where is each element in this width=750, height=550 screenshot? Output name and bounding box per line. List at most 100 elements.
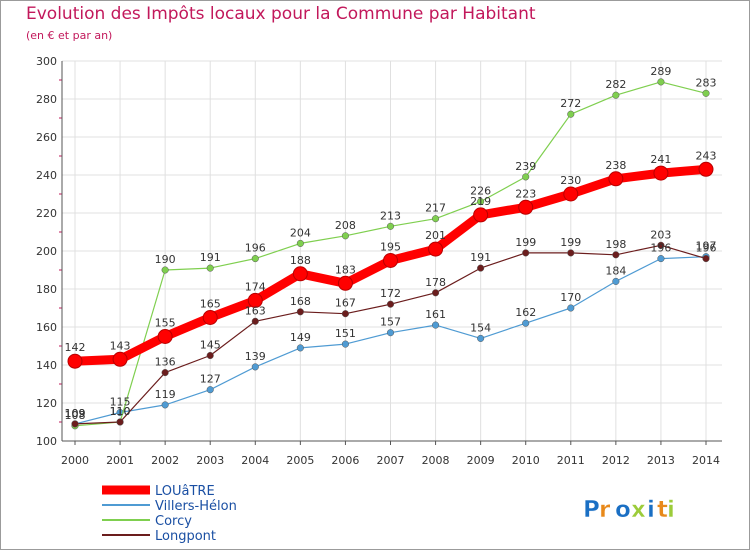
chart-title: Evolution des Impôts locaux pour la Comm… xyxy=(26,4,536,24)
data-label: 110 xyxy=(110,405,131,418)
x-tick-label: 2003 xyxy=(196,454,224,467)
data-label: 167 xyxy=(335,297,356,310)
data-label: 165 xyxy=(200,298,221,311)
x-tick-label: 2000 xyxy=(61,454,89,467)
x-tick-label: 2004 xyxy=(241,454,269,467)
data-label: 289 xyxy=(650,65,671,78)
x-tick-label: 2010 xyxy=(512,454,540,467)
data-point xyxy=(698,161,714,177)
data-point xyxy=(612,91,620,99)
y-tick-label: 140 xyxy=(36,359,57,372)
data-point xyxy=(567,304,575,312)
y-tick-label: 200 xyxy=(36,245,57,258)
x-tick-label: 2006 xyxy=(331,454,359,467)
data-point xyxy=(341,340,349,348)
data-label: 272 xyxy=(560,97,581,110)
grid-lines xyxy=(62,60,722,442)
brand-letter: i xyxy=(647,497,655,523)
data-point xyxy=(522,173,530,181)
data-label: 238 xyxy=(605,159,626,172)
data-point xyxy=(653,165,669,181)
data-label: 161 xyxy=(425,308,446,321)
x-tick-label: 2007 xyxy=(377,454,405,467)
data-point xyxy=(116,418,124,426)
x-tick-label: 2014 xyxy=(692,454,720,467)
data-label: 198 xyxy=(605,238,626,251)
data-label: 217 xyxy=(425,202,446,215)
data-point xyxy=(612,277,620,285)
data-label: 109 xyxy=(65,407,86,420)
brand-letter: r xyxy=(599,497,611,523)
data-point xyxy=(161,401,169,409)
y-tick-label: 280 xyxy=(36,93,57,106)
data-label: 196 xyxy=(650,242,671,255)
data-label: 195 xyxy=(380,241,401,254)
data-label: 230 xyxy=(560,174,581,187)
y-tick-label: 120 xyxy=(36,397,57,410)
y-tick-label: 220 xyxy=(36,207,57,220)
legend-label: LOUâTRE xyxy=(155,484,215,499)
x-tick-label: 2012 xyxy=(602,454,630,467)
y-tick-label: 260 xyxy=(36,131,57,144)
data-label: 145 xyxy=(200,339,221,352)
series-lines xyxy=(67,78,714,430)
data-point xyxy=(296,344,304,352)
data-label: 204 xyxy=(290,226,311,239)
data-point xyxy=(157,329,173,344)
data-label: 168 xyxy=(290,295,311,308)
data-point xyxy=(428,241,444,257)
data-label: 108 xyxy=(65,409,86,422)
data-point xyxy=(657,241,665,249)
data-label: 162 xyxy=(515,306,536,319)
data-point xyxy=(161,369,169,377)
data-point xyxy=(71,420,79,428)
brand-letter: x xyxy=(631,497,646,523)
data-point xyxy=(522,249,530,257)
data-label: 223 xyxy=(515,187,536,200)
data-point xyxy=(383,253,398,268)
data-label: 199 xyxy=(560,236,581,249)
data-label: 243 xyxy=(696,149,717,162)
data-label: 115 xyxy=(110,396,131,409)
data-point xyxy=(202,310,218,325)
data-label: 208 xyxy=(335,219,356,232)
data-point xyxy=(612,251,620,259)
data-label: 136 xyxy=(155,356,176,369)
data-label: 196 xyxy=(696,242,717,255)
data-point xyxy=(702,89,710,97)
data-point xyxy=(608,171,624,187)
brand-letter: o xyxy=(615,497,631,523)
x-tick-label: 2011 xyxy=(557,454,585,467)
data-point xyxy=(341,310,349,318)
data-point xyxy=(341,232,349,240)
data-point xyxy=(251,255,259,263)
data-point xyxy=(657,78,665,86)
data-label: 226 xyxy=(470,185,491,198)
data-label: 183 xyxy=(335,263,356,276)
data-label: 213 xyxy=(380,209,401,222)
x-tick-label: 2001 xyxy=(106,454,134,467)
data-point xyxy=(161,266,169,274)
data-point xyxy=(206,351,214,360)
data-point xyxy=(522,319,530,327)
data-point xyxy=(251,363,259,371)
data-label: 196 xyxy=(245,242,266,255)
data-label: 203 xyxy=(650,228,671,241)
data-point xyxy=(206,386,214,394)
data-point xyxy=(657,255,665,263)
data-label: 188 xyxy=(290,254,311,267)
x-tick-label: 2008 xyxy=(422,454,450,467)
data-label: 191 xyxy=(200,251,221,264)
data-point xyxy=(473,207,489,223)
chart-subtitle: (en € et par an) xyxy=(26,29,113,42)
data-label: 201 xyxy=(425,229,446,242)
data-label: 157 xyxy=(380,316,401,329)
x-tick-label: 2002 xyxy=(151,454,179,467)
data-label: 199 xyxy=(515,236,536,249)
data-label: 191 xyxy=(470,251,491,264)
data-label: 190 xyxy=(155,253,176,266)
data-point xyxy=(251,317,259,325)
